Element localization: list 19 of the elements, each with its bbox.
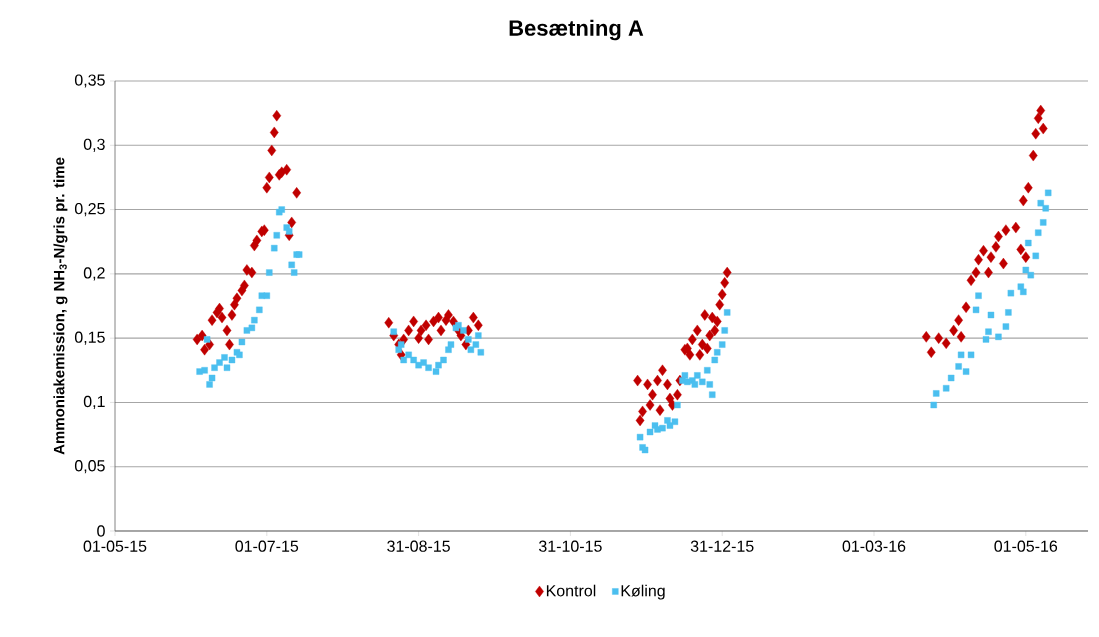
legend-label: Køling [621,584,665,600]
x-tick-label: 31-12-15 [690,540,754,552]
y-axis-title: Ammoniakemission, g NH$_{3}$-N/gris pr. time [53,157,68,455]
y-tick-label: 0,05 [74,460,105,474]
legend-label: Kontrol [546,584,596,597]
x-tick-label: 01-05-15 [83,540,147,552]
y-tick-label: 0,35 [74,74,105,88]
y-tick-label: 0,15 [74,331,105,345]
chart-title: Besætning A [509,19,644,41]
y-tick-label: 0,2 [83,267,105,281]
x-tick-label: 01-03-16 [842,540,906,552]
y-tick-label: 0 [97,525,105,537]
y-tick-label: 0,1 [83,395,105,410]
y-tick-label: 0,3 [83,138,105,152]
y-tick-label: 0,25 [74,202,105,217]
x-tick-label: 01-07-15 [235,540,299,552]
x-tick-label: 31-10-15 [538,540,602,552]
x-tick-label: 01-05-16 [994,540,1058,552]
x-tick-label: 31-08-15 [387,540,450,552]
